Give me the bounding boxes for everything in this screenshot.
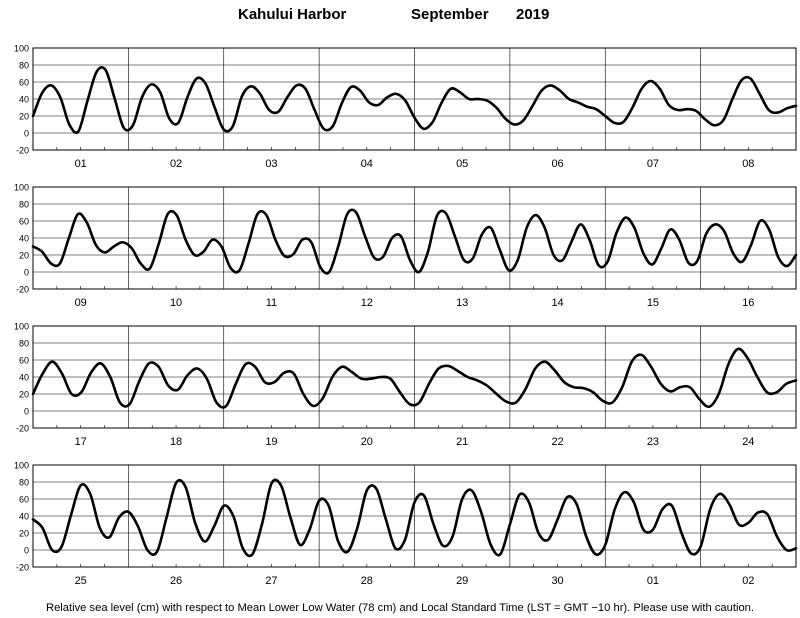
y-tick-label-4-0: -20 — [16, 563, 29, 573]
x-tick-label-3-2: 19 — [265, 436, 277, 448]
chart-title: Kahului Harbor September 2019 — [0, 6, 800, 26]
y-tick-label-2-1: 0 — [24, 268, 29, 278]
x-tick-label-2-4: 13 — [456, 297, 468, 309]
x-tick-label-3-7: 24 — [742, 436, 754, 448]
x-tick-label-1-5: 06 — [551, 158, 563, 170]
x-tick-label-1-6: 07 — [647, 158, 659, 170]
tide-curve-1 — [31, 66, 798, 134]
x-tick-label-2-3: 12 — [361, 297, 373, 309]
x-tick-label-4-0: 25 — [75, 575, 87, 587]
y-tick-label-2-3: 40 — [19, 234, 29, 244]
y-tick-label-1-4: 60 — [19, 78, 29, 88]
y-tick-label-1-2: 20 — [19, 112, 29, 122]
y-tick-label-2-5: 80 — [19, 200, 29, 210]
tide-curve-2 — [31, 208, 798, 275]
x-tick-label-3-3: 20 — [361, 436, 373, 448]
x-tick-label-4-2: 27 — [265, 575, 277, 587]
y-tick-label-2-2: 20 — [19, 251, 29, 261]
y-tick-label-2-0: -20 — [16, 285, 29, 295]
y-tick-label-3-4: 60 — [19, 356, 29, 366]
panel-frame-2 — [32, 186, 797, 290]
y-tick-label-3-5: 80 — [19, 339, 29, 349]
y-tick-label-4-4: 60 — [19, 495, 29, 505]
panel-frame-4 — [32, 464, 797, 568]
y-tick-label-3-2: 20 — [19, 390, 29, 400]
x-tick-label-1-3: 04 — [361, 158, 373, 170]
y-tick-label-1-6: 100 — [14, 44, 29, 54]
x-tick-label-1-4: 05 — [456, 158, 468, 170]
y-tick-label-3-6: 100 — [14, 322, 29, 332]
x-tick-label-4-5: 30 — [551, 575, 563, 587]
x-tick-label-4-7: 02 — [742, 575, 754, 587]
y-tick-label-3-3: 40 — [19, 373, 29, 383]
x-tick-label-4-4: 29 — [456, 575, 468, 587]
x-tick-label-1-1: 02 — [170, 158, 182, 170]
x-tick-label-4-3: 28 — [361, 575, 373, 587]
month-title: September — [411, 6, 489, 23]
y-tick-label-2-6: 100 — [14, 183, 29, 193]
y-tick-label-4-1: 0 — [24, 546, 29, 556]
x-tick-label-2-6: 15 — [647, 297, 659, 309]
x-tick-label-4-1: 26 — [170, 575, 182, 587]
y-tick-label-4-3: 40 — [19, 512, 29, 522]
caption: Relative sea level (cm) with respect to … — [45, 602, 755, 614]
y-tick-label-1-3: 40 — [19, 95, 29, 105]
panel-frame-3 — [32, 325, 797, 429]
location-title: Kahului Harbor — [238, 6, 347, 23]
panel-frame-1 — [32, 47, 797, 151]
x-tick-label-3-4: 21 — [456, 436, 468, 448]
x-tick-label-3-0: 17 — [75, 436, 87, 448]
x-tick-label-2-0: 09 — [75, 297, 87, 309]
x-tick-label-2-7: 16 — [742, 297, 754, 309]
x-tick-label-2-5: 14 — [551, 297, 563, 309]
x-tick-label-3-1: 18 — [170, 436, 182, 448]
x-tick-label-4-6: 01 — [647, 575, 659, 587]
y-tick-label-1-1: 0 — [24, 129, 29, 139]
year-title: 2019 — [516, 6, 550, 23]
x-tick-label-3-6: 23 — [647, 436, 659, 448]
x-tick-label-2-1: 10 — [170, 297, 182, 309]
y-tick-label-3-1: 0 — [24, 407, 29, 417]
y-tick-label-4-6: 100 — [14, 461, 29, 471]
tide-curve-3 — [31, 347, 798, 409]
y-tick-label-1-5: 80 — [19, 61, 29, 71]
y-tick-label-3-0: -20 — [16, 424, 29, 434]
y-tick-label-2-4: 60 — [19, 217, 29, 227]
x-tick-label-1-7: 08 — [742, 158, 754, 170]
y-tick-label-4-5: 80 — [19, 478, 29, 488]
x-tick-label-2-2: 11 — [266, 297, 277, 309]
x-tick-label-1-0: 01 — [75, 158, 87, 170]
x-tick-label-3-5: 22 — [551, 436, 563, 448]
y-tick-label-4-2: 20 — [19, 529, 29, 539]
y-tick-label-1-0: -20 — [16, 146, 29, 156]
x-tick-label-1-2: 03 — [265, 158, 277, 170]
tide-curve-4 — [31, 478, 798, 558]
